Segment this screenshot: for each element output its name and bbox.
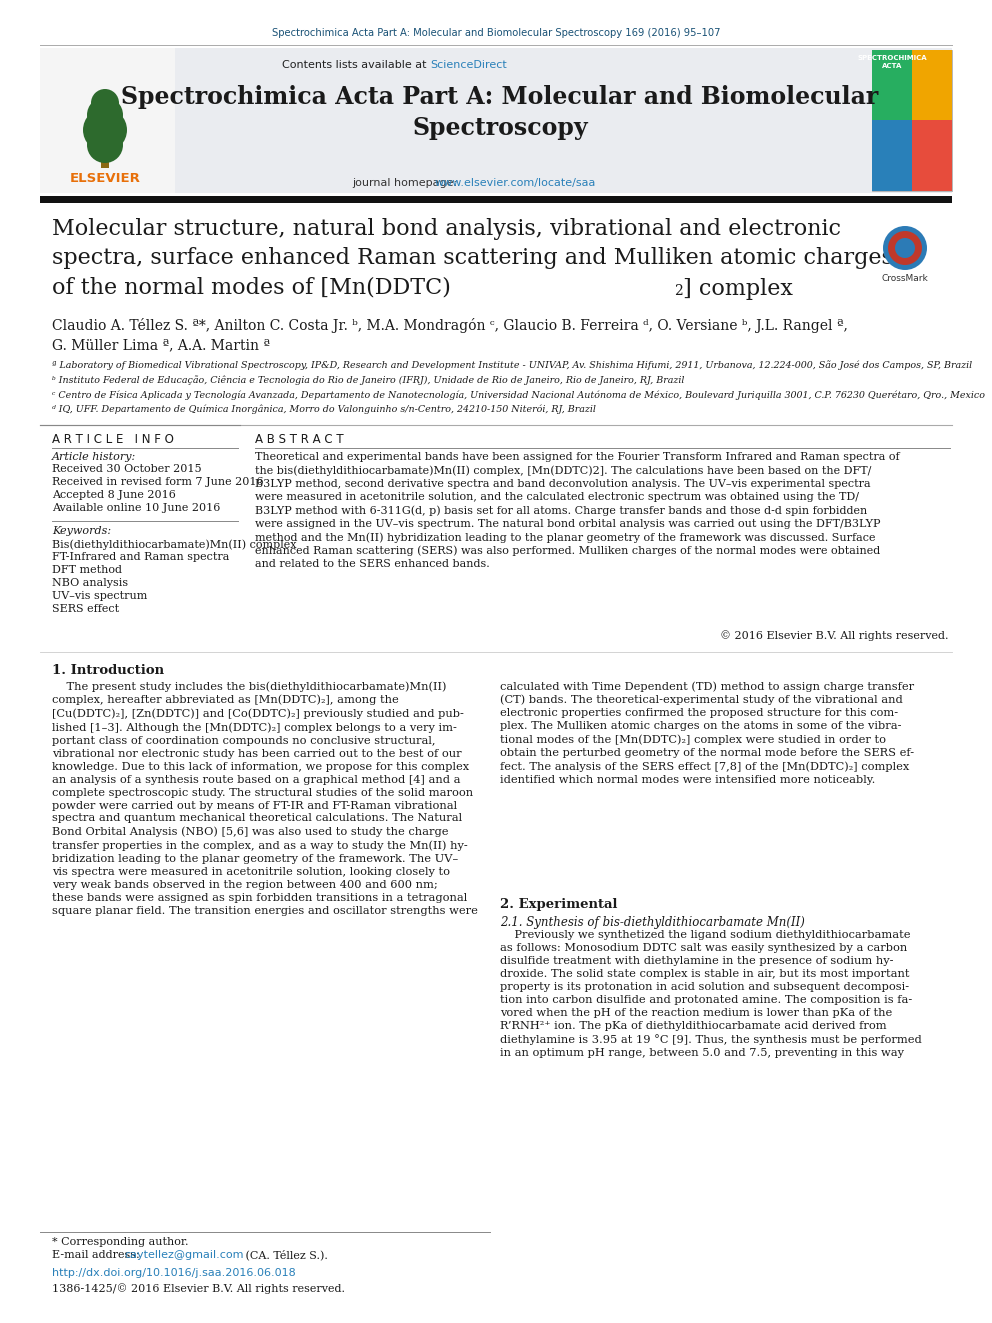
Circle shape: [83, 108, 127, 152]
Text: calculated with Time Dependent (TD) method to assign charge transfer
(CT) bands.: calculated with Time Dependent (TD) meth…: [500, 681, 914, 785]
Text: Molecular structure, natural bond analysis, vibrational and electronic
spectra, : Molecular structure, natural bond analys…: [52, 218, 893, 298]
Text: ᵇ Instituto Federal de Educação, Ciência e Tecnologia do Rio de Janeiro (IFRJ), : ᵇ Instituto Federal de Educação, Ciência…: [52, 374, 684, 385]
Bar: [101, 148, 109, 168]
Text: Claudio A. Téllez S. ª*, Anilton C. Costa Jr. ᵇ, M.A. Mondragón ᶜ, Glaucio B. Fe: Claudio A. Téllez S. ª*, Anilton C. Cost…: [52, 318, 848, 352]
Text: ] complex: ] complex: [683, 278, 793, 300]
Circle shape: [895, 238, 915, 258]
Text: http://dx.doi.org/10.1016/j.saa.2016.06.018: http://dx.doi.org/10.1016/j.saa.2016.06.…: [52, 1267, 296, 1278]
Circle shape: [87, 127, 123, 163]
Text: DFT method: DFT method: [52, 565, 122, 576]
Text: Keywords:: Keywords:: [52, 527, 111, 536]
Text: 1. Introduction: 1. Introduction: [52, 664, 164, 677]
Bar: [40, 48, 952, 193]
Circle shape: [91, 89, 119, 116]
Text: ᶜ Centro de Física Aplicada y Tecnología Avanzada, Departamento de Nanotecnologí: ᶜ Centro de Física Aplicada y Tecnología…: [52, 390, 985, 400]
Text: www.elsevier.com/locate/saa: www.elsevier.com/locate/saa: [435, 179, 596, 188]
Bar: [872, 120, 912, 191]
Text: Theoretical and experimental bands have been assigned for the Fourier Transform : Theoretical and experimental bands have …: [255, 452, 900, 569]
Text: 2.1. Synthesis of bis-diethyldithiocarbamate Mn(II): 2.1. Synthesis of bis-diethyldithiocarba…: [500, 916, 805, 929]
Bar: [912, 120, 952, 191]
Text: ᵈ IQ, UFF. Departamento de Química Inorgânica, Morro do Valonguinho s/n-Centro, : ᵈ IQ, UFF. Departamento de Química Inorg…: [52, 405, 596, 414]
Text: Received 30 October 2015: Received 30 October 2015: [52, 464, 201, 474]
Text: * Corresponding author.: * Corresponding author.: [52, 1237, 188, 1248]
Text: The present study includes the bis(diethyldithiocarbamate)Mn(II)
complex, hereaf: The present study includes the bis(dieth…: [52, 681, 478, 916]
Text: Accepted 8 June 2016: Accepted 8 June 2016: [52, 490, 176, 500]
Text: 1386-1425/© 2016 Elsevier B.V. All rights reserved.: 1386-1425/© 2016 Elsevier B.V. All right…: [52, 1283, 345, 1294]
Text: SERS effect: SERS effect: [52, 605, 119, 614]
Text: Available online 10 June 2016: Available online 10 June 2016: [52, 503, 220, 513]
Text: Contents lists available at: Contents lists available at: [282, 60, 430, 70]
Bar: [40, 48, 175, 193]
Text: NBO analysis: NBO analysis: [52, 578, 128, 587]
Text: Previously we synthetized the ligand sodium diethyldithiocarbamate
as follows: M: Previously we synthetized the ligand sod…: [500, 930, 922, 1058]
Text: 2: 2: [674, 284, 682, 298]
Text: Spectrochimica Acta Part A: Molecular and Biomolecular
Spectroscopy: Spectrochimica Acta Part A: Molecular an…: [121, 85, 879, 140]
Text: FT-Infrared and Raman spectra: FT-Infrared and Raman spectra: [52, 552, 229, 562]
Text: Bis(diethyldithiocarbamate)Mn(II) complex: Bis(diethyldithiocarbamate)Mn(II) comple…: [52, 538, 297, 549]
Bar: [872, 50, 952, 191]
Bar: [872, 50, 912, 120]
Text: ScienceDirect: ScienceDirect: [430, 60, 507, 70]
Text: A B S T R A C T: A B S T R A C T: [255, 433, 343, 446]
Bar: [912, 50, 952, 120]
Text: caytellez@gmail.com: caytellez@gmail.com: [124, 1250, 243, 1259]
Text: CrossMark: CrossMark: [882, 274, 929, 283]
Text: 2. Experimental: 2. Experimental: [500, 898, 617, 912]
Text: Spectrochimica Acta Part A: Molecular and Biomolecular Spectroscopy 169 (2016) 9: Spectrochimica Acta Part A: Molecular an…: [272, 28, 720, 38]
Text: ELSEVIER: ELSEVIER: [69, 172, 141, 185]
Text: ª Laboratory of Biomedical Vibrational Spectroscopy, IP&D, Research and Developm: ª Laboratory of Biomedical Vibrational S…: [52, 360, 972, 370]
Text: UV–vis spectrum: UV–vis spectrum: [52, 591, 148, 601]
Text: A R T I C L E   I N F O: A R T I C L E I N F O: [52, 433, 174, 446]
Circle shape: [87, 97, 123, 134]
Circle shape: [888, 232, 922, 265]
Text: E-mail address:: E-mail address:: [52, 1250, 143, 1259]
Text: (CA. Téllez S.).: (CA. Téllez S.).: [242, 1250, 328, 1261]
Text: SPECTROCHIMICA
ACTA: SPECTROCHIMICA ACTA: [857, 56, 927, 69]
Text: Received in revised form 7 June 2016: Received in revised form 7 June 2016: [52, 478, 264, 487]
Bar: [40, 196, 952, 202]
Text: © 2016 Elsevier B.V. All rights reserved.: © 2016 Elsevier B.V. All rights reserved…: [719, 630, 948, 640]
Text: Article history:: Article history:: [52, 452, 136, 462]
Circle shape: [883, 226, 927, 270]
Text: journal homepage:: journal homepage:: [352, 179, 460, 188]
